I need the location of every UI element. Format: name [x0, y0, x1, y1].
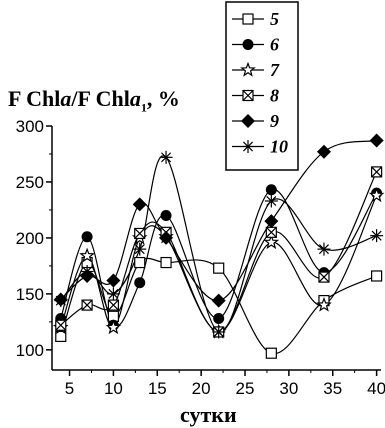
point-series-8 [265, 226, 277, 238]
point-series-9 [369, 133, 384, 148]
point-series-6 [134, 277, 146, 289]
point-series-8 [134, 227, 146, 240]
y-tick-label: 100 [16, 341, 44, 360]
point-series-5 [371, 270, 383, 282]
x-tick-label: 40 [367, 379, 385, 398]
legend-item-10: 10 [232, 137, 288, 157]
point-series-9 [132, 197, 147, 212]
point-series-9 [211, 293, 226, 308]
legend-item-5: 5 [232, 9, 279, 29]
point-series-7 [263, 234, 280, 250]
point-series-6 [213, 313, 225, 325]
point-series-7 [316, 296, 332, 312]
point-series-10 [80, 265, 94, 279]
y-tick-label: 300 [16, 117, 44, 136]
legend-marker [242, 13, 254, 25]
legend-label: 5 [270, 9, 279, 29]
point-series-8 [55, 319, 67, 331]
point-series-9 [264, 214, 279, 229]
point-series-7 [368, 187, 385, 203]
legend-label: 6 [270, 35, 279, 55]
x-tick-label: 30 [279, 379, 298, 398]
series-line-6 [60, 189, 378, 327]
legend-marker [241, 114, 255, 128]
legend-box [225, 1, 299, 171]
legend-label: 9 [270, 111, 279, 131]
series-line-9 [60, 140, 377, 302]
point-series-5 [213, 262, 225, 274]
x-tick-label: 25 [236, 379, 255, 398]
x-tick-label: 10 [104, 379, 123, 398]
point-series-10 [159, 150, 173, 164]
legend-item-8: 8 [232, 86, 279, 106]
point-series-10 [264, 194, 278, 208]
legend-item-7: 7 [232, 60, 280, 80]
point-series-5 [265, 347, 277, 359]
point-series-10 [317, 242, 331, 256]
point-series-7 [79, 247, 95, 263]
point-series-6 [160, 210, 172, 222]
y-tick-label: 250 [16, 173, 44, 192]
legend-marker [241, 140, 255, 153]
point-series-10 [212, 325, 226, 339]
x-tick-label: 15 [148, 379, 167, 398]
point-series-9 [159, 230, 174, 245]
y-axis-label: F Chla/F Chla1, % [8, 86, 180, 115]
point-series-10 [133, 242, 147, 256]
point-series-9 [106, 273, 121, 288]
point-series-9 [316, 144, 331, 159]
point-series-6 [265, 184, 277, 196]
point-series-5 [134, 256, 146, 269]
y-tick-label: 150 [16, 285, 44, 304]
point-series-10 [370, 229, 384, 243]
legend-label: 8 [270, 86, 279, 106]
legend-marker [242, 89, 254, 102]
series-line-10 [60, 155, 377, 333]
y-tick-label: 200 [16, 229, 44, 248]
x-tick-label: 20 [192, 379, 211, 398]
point-series-5 [160, 256, 172, 269]
point-series-6 [81, 231, 93, 243]
point-series-10 [54, 294, 68, 308]
legend-marker [240, 61, 256, 77]
legend-label: 7 [270, 60, 280, 80]
point-series-10 [106, 287, 120, 301]
x-tick-label: 5 [65, 379, 74, 398]
legend-label: 10 [270, 137, 288, 157]
point-series-8 [81, 299, 93, 311]
legend-marker [242, 39, 254, 50]
point-series-8 [318, 271, 330, 283]
x-tick-label: 35 [323, 379, 342, 398]
point-series-7 [105, 319, 122, 335]
point-series-8 [107, 299, 120, 311]
legend-item-9: 9 [232, 111, 279, 131]
legend-item-6: 6 [232, 35, 279, 55]
point-series-5 [55, 330, 67, 343]
point-series-8 [371, 166, 383, 178]
